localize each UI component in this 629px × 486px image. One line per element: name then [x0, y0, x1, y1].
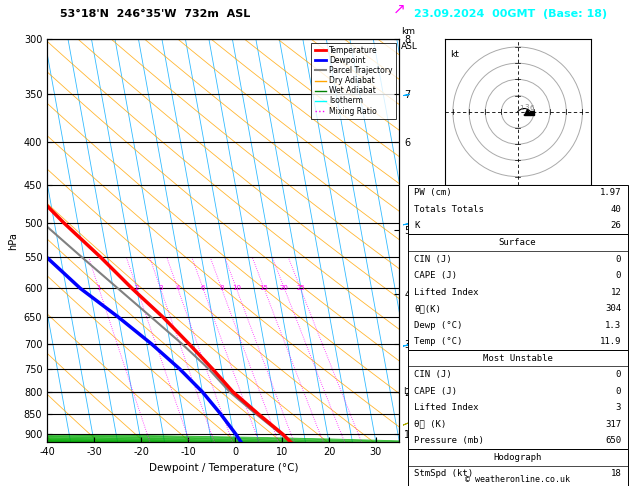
Text: 1.97: 1.97 — [599, 189, 621, 197]
Text: © weatheronline.co.uk: © weatheronline.co.uk — [465, 474, 570, 484]
Text: 25: 25 — [296, 285, 305, 292]
Text: Surface: Surface — [499, 238, 537, 247]
Text: StmSpd (kt): StmSpd (kt) — [414, 469, 473, 478]
Legend: Temperature, Dewpoint, Parcel Trajectory, Dry Adiabat, Wet Adiabat, Isotherm, Mi: Temperature, Dewpoint, Parcel Trajectory… — [311, 43, 396, 119]
Text: CIN (J): CIN (J) — [414, 255, 452, 263]
Text: 0: 0 — [616, 255, 621, 263]
Text: 317: 317 — [605, 420, 621, 429]
Text: 18: 18 — [610, 469, 621, 478]
Text: 0: 0 — [616, 370, 621, 379]
Text: Hodograph: Hodograph — [494, 453, 542, 462]
Text: 4: 4 — [175, 285, 180, 292]
Text: 6: 6 — [201, 285, 205, 292]
FancyBboxPatch shape — [408, 185, 628, 234]
Text: ↗: ↗ — [393, 2, 406, 17]
Text: Pressure (mb): Pressure (mb) — [414, 436, 484, 445]
Y-axis label: hPa: hPa — [8, 232, 18, 249]
Text: K: K — [414, 222, 420, 230]
Text: Mixing Ratio (g/kg): Mixing Ratio (g/kg) — [416, 198, 425, 283]
Text: 3: 3 — [158, 285, 163, 292]
Text: CAPE (J): CAPE (J) — [414, 387, 457, 396]
Text: θᴇ(K): θᴇ(K) — [414, 304, 441, 313]
Text: PW (cm): PW (cm) — [414, 189, 452, 197]
Text: 6: 6 — [529, 105, 533, 111]
Text: 15: 15 — [260, 285, 269, 292]
Text: kt: kt — [450, 50, 459, 59]
FancyBboxPatch shape — [408, 449, 628, 486]
Text: 3: 3 — [524, 104, 528, 109]
Text: 10: 10 — [232, 285, 241, 292]
Text: 3: 3 — [616, 403, 621, 412]
Text: 12: 12 — [610, 288, 621, 296]
Text: Lifted Index: Lifted Index — [414, 403, 479, 412]
Text: 650: 650 — [605, 436, 621, 445]
Text: LCL: LCL — [404, 387, 419, 397]
Text: 1: 1 — [97, 285, 101, 292]
FancyBboxPatch shape — [408, 350, 628, 449]
Text: Dewp (°C): Dewp (°C) — [414, 321, 462, 330]
X-axis label: Dewpoint / Temperature (°C): Dewpoint / Temperature (°C) — [148, 463, 298, 473]
Text: ASL: ASL — [401, 42, 418, 51]
Text: CIN (J): CIN (J) — [414, 370, 452, 379]
Text: 53°18'N  246°35'W  732m  ASL: 53°18'N 246°35'W 732m ASL — [60, 9, 250, 19]
Text: θᴇ (K): θᴇ (K) — [414, 420, 447, 429]
Text: 0: 0 — [616, 387, 621, 396]
Text: 40: 40 — [610, 205, 621, 214]
Text: 2: 2 — [135, 285, 139, 292]
Text: 26: 26 — [610, 222, 621, 230]
Text: 0: 0 — [616, 271, 621, 280]
Text: 20: 20 — [280, 285, 289, 292]
Text: CAPE (J): CAPE (J) — [414, 271, 457, 280]
FancyBboxPatch shape — [408, 234, 628, 350]
Text: Totals Totals: Totals Totals — [414, 205, 484, 214]
Text: Most Unstable: Most Unstable — [482, 354, 553, 363]
Text: 1: 1 — [520, 105, 524, 111]
Text: Lifted Index: Lifted Index — [414, 288, 479, 296]
Text: 304: 304 — [605, 304, 621, 313]
Text: 23.09.2024  00GMT  (Base: 18): 23.09.2024 00GMT (Base: 18) — [414, 9, 607, 19]
Text: km: km — [401, 27, 415, 36]
Text: Temp (°C): Temp (°C) — [414, 337, 462, 346]
Text: 1.3: 1.3 — [605, 321, 621, 330]
Text: 11.9: 11.9 — [599, 337, 621, 346]
Text: 8: 8 — [220, 285, 224, 292]
